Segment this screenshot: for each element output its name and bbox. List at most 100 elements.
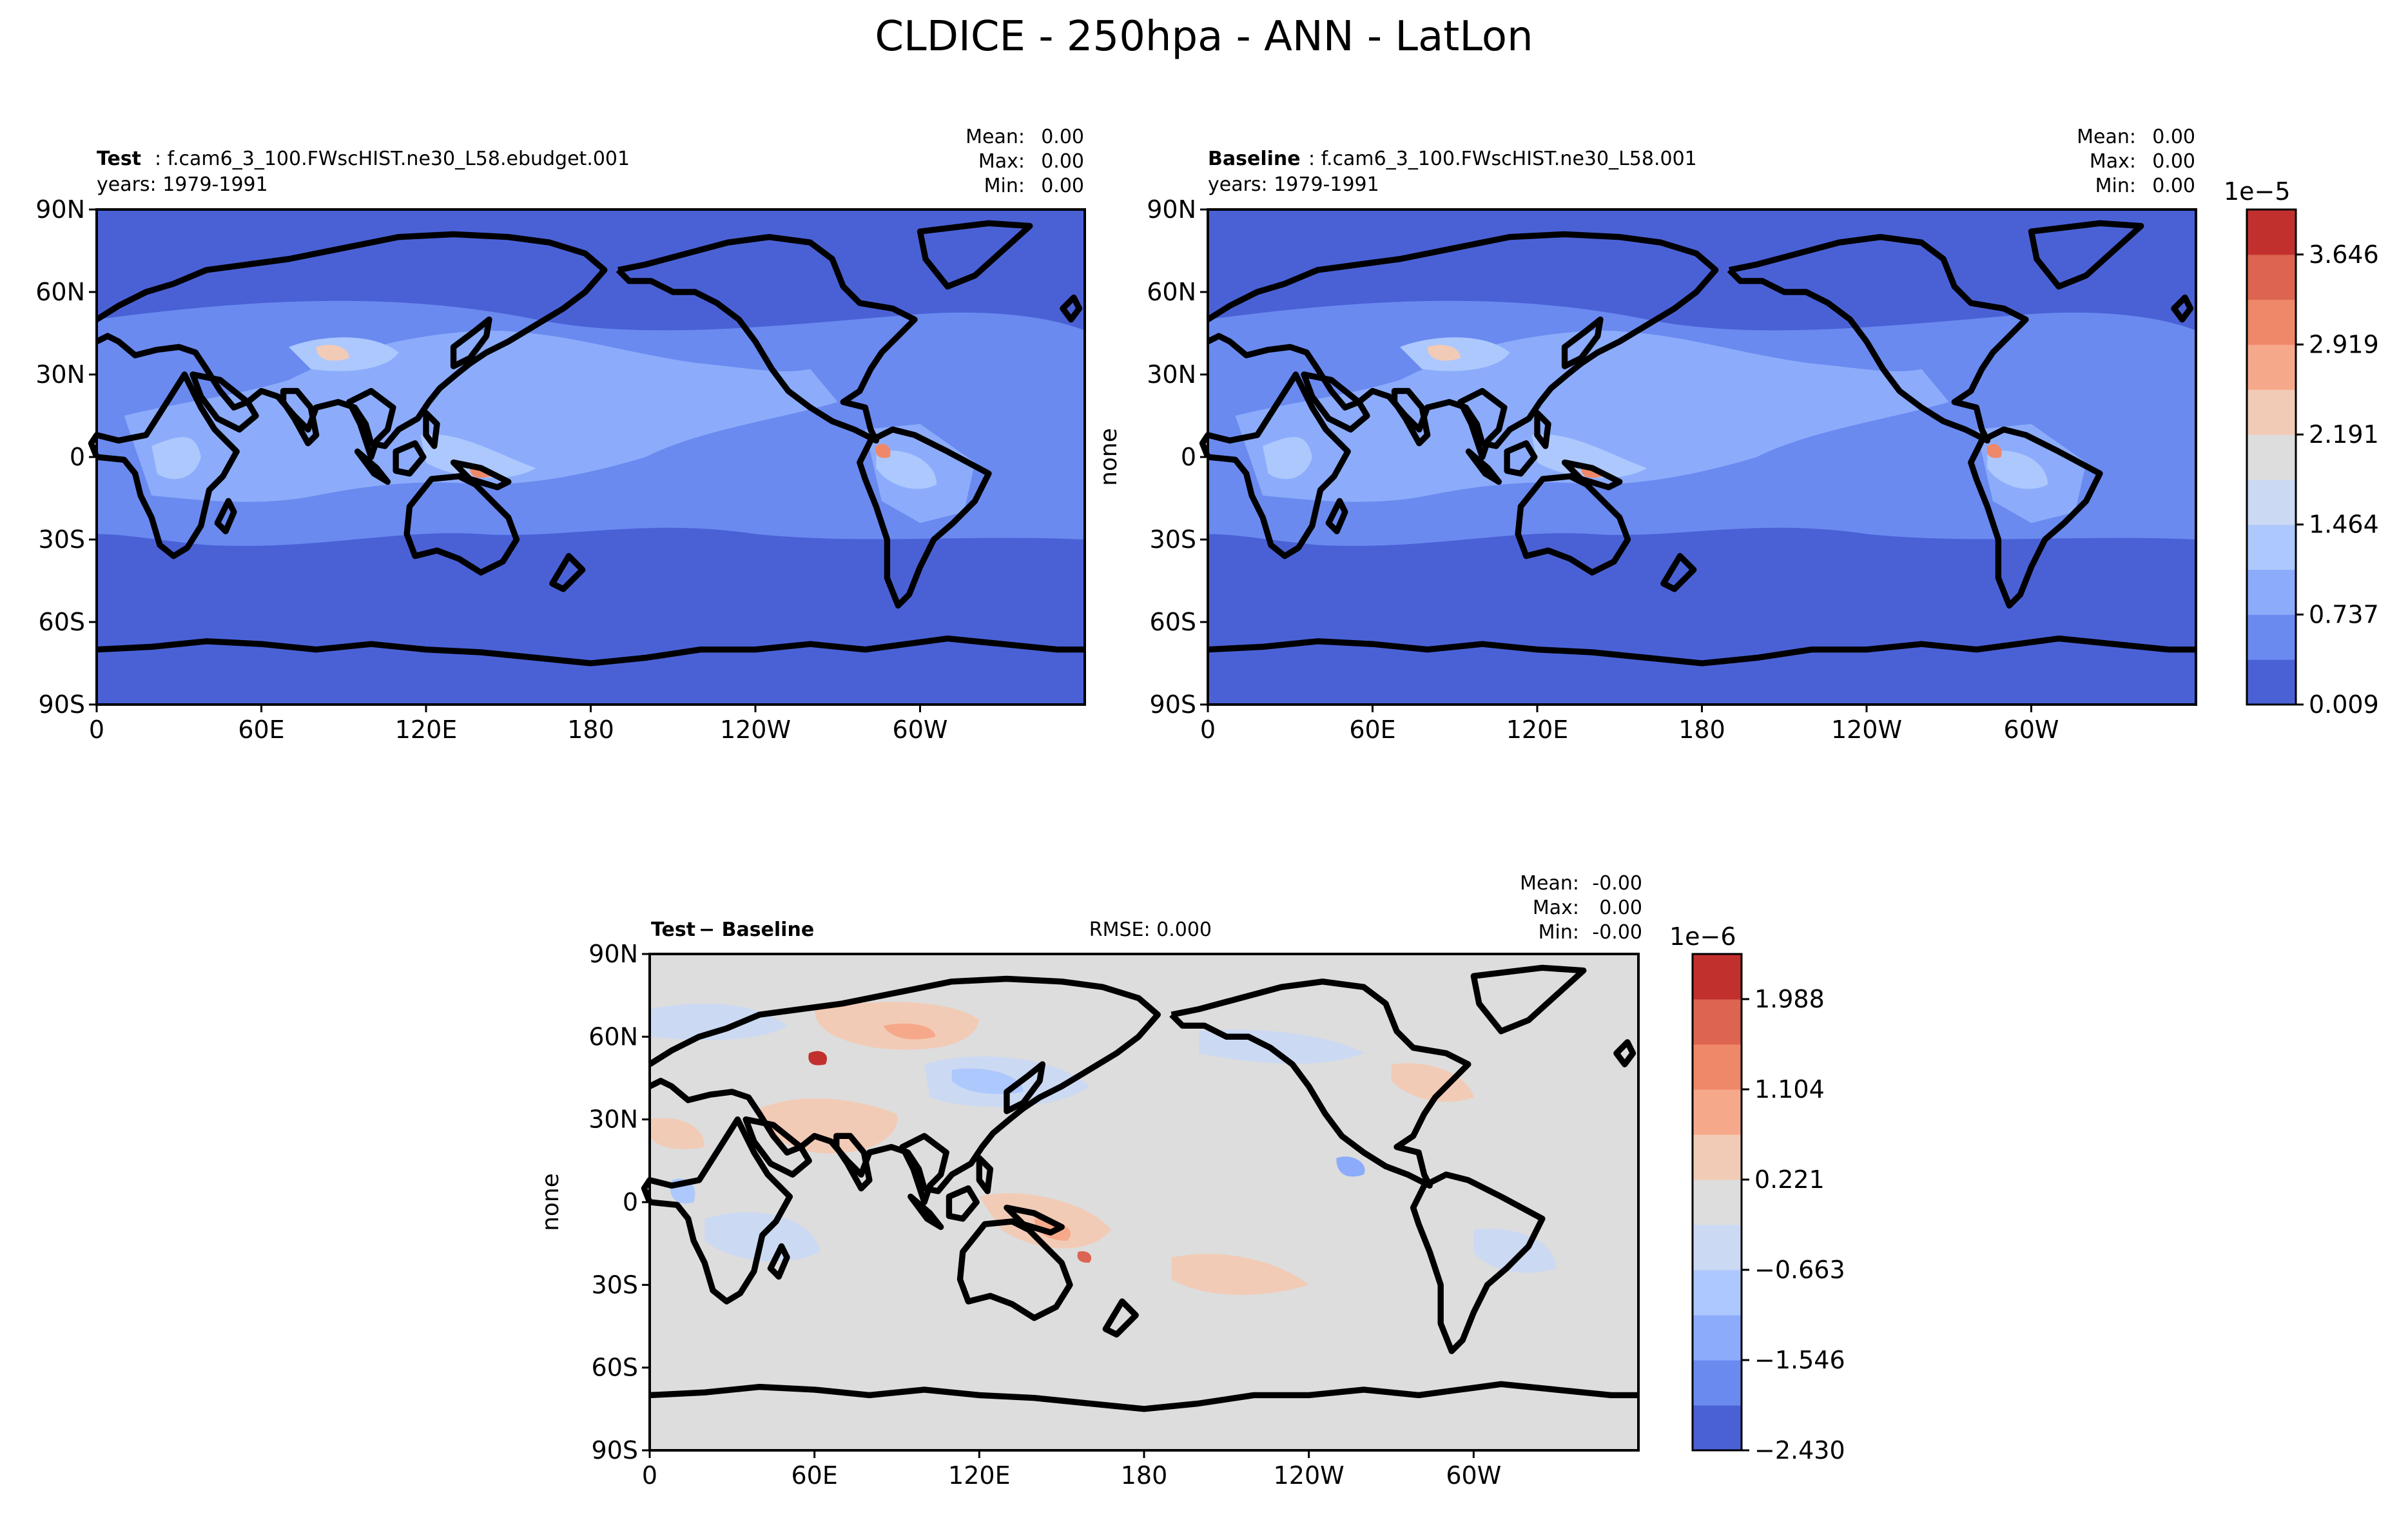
panel-test-stat-max-value: 0.00 bbox=[1041, 150, 1084, 173]
colorbar-baseline-tick-label-4: 2.919 bbox=[2309, 330, 2379, 358]
panel-baseline-stat-mean-value: 0.00 bbox=[2152, 126, 2195, 148]
panel-test-ytick-label-0: 90N bbox=[35, 195, 85, 224]
panel-test-stat-mean-label: Mean: bbox=[966, 126, 1025, 148]
colorbar-baseline-level-7 bbox=[2247, 344, 2296, 390]
panel-baseline-xtick-label-5: 60W bbox=[2004, 715, 2059, 744]
panel-test-xtick-label-4: 120W bbox=[720, 715, 791, 744]
colorbar-baseline-level-3 bbox=[2247, 524, 2296, 570]
panel-test-title: : f.cam6_3_100.FWscHIST.ne30_L58.ebudget… bbox=[155, 148, 630, 170]
colorbar-baseline-frame bbox=[2246, 208, 2297, 706]
colorbar-diff-level-5 bbox=[1693, 1180, 1742, 1225]
colorbar-baseline-tick-label-2: 1.464 bbox=[2309, 511, 2379, 539]
colorbar-diff-tick-label-2: −0.663 bbox=[1754, 1256, 1845, 1284]
panel-diff-ytick-label-2: 30N bbox=[588, 1105, 638, 1134]
panel-diff-ytick-label-3: 0 bbox=[623, 1188, 638, 1216]
colorbar-baseline-level-9 bbox=[2247, 254, 2296, 300]
panel-baseline-xtick-label-3: 180 bbox=[1678, 715, 1725, 744]
panel-test-ytick-label-4: 30S bbox=[39, 525, 85, 554]
colorbar-baseline-level-2 bbox=[2247, 569, 2296, 615]
colorbar-diff-level-7 bbox=[1693, 1089, 1742, 1135]
panel-baseline-ytick-label-2: 30N bbox=[1147, 360, 1196, 389]
panel-baseline-subtitle: years: 1979-1991 bbox=[1208, 173, 1379, 196]
panel-diff-stat-max-value: 0.00 bbox=[1599, 897, 1642, 919]
panel-test-stat-mean-value: 0.00 bbox=[1041, 126, 1084, 148]
panel-test-ytick-label-3: 0 bbox=[70, 443, 85, 471]
panel-test-ytick-label-6: 90S bbox=[39, 690, 85, 719]
panel-diff-title-bold: Test bbox=[651, 919, 695, 941]
panel-baseline-xtick-label-1: 60E bbox=[1349, 715, 1395, 744]
panel-baseline: Baseline : f.cam6_3_100.FWscHIST.ne30_L5… bbox=[1096, 126, 2196, 744]
colorbar-baseline-level-5 bbox=[2247, 434, 2296, 480]
panel-diff-rmse: RMSE: 0.000 bbox=[1089, 919, 1212, 941]
panel-test-xtick-label-2: 120E bbox=[395, 715, 458, 744]
panel-baseline-stat-max-value: 0.00 bbox=[2152, 150, 2195, 173]
panel-baseline-map bbox=[1202, 209, 2196, 705]
panel-diff-ytick-label-6: 90S bbox=[592, 1436, 638, 1464]
panel-baseline-stat-max-label: Max: bbox=[2090, 150, 2136, 173]
panel-diff-stat-min-value: -0.00 bbox=[1592, 921, 1642, 944]
panel-diff-xtick-label-4: 120W bbox=[1274, 1461, 1345, 1490]
colorbar-diff-level-10 bbox=[1693, 954, 1742, 1000]
panel-diff-stat-mean-label: Mean: bbox=[1520, 872, 1579, 895]
panel-test-ytick-label-1: 60N bbox=[35, 278, 85, 306]
panel-baseline-ytick-label-5: 60S bbox=[1150, 608, 1196, 636]
panel-baseline-xtick-label-2: 120E bbox=[1506, 715, 1569, 744]
colorbar-baseline-level-6 bbox=[2247, 389, 2296, 435]
colorbar-diff-frame bbox=[1691, 953, 1743, 1452]
colorbar-bottom: 1e−6 −2.430 −1.546 −0.663 0.221 1.104 1.988 bbox=[1669, 922, 1845, 1464]
panel-diff-stat-max-label: Max: bbox=[1533, 897, 1579, 919]
panel-diff-ylabel: none bbox=[538, 1173, 564, 1231]
panel-baseline-stat-mean-label: Mean: bbox=[2077, 126, 2136, 148]
panel-test-xtick-label-1: 60E bbox=[238, 715, 284, 744]
colorbar-baseline-level-0 bbox=[2247, 659, 2296, 705]
panel-diff-title: − Baseline bbox=[699, 919, 814, 941]
panel-diff-xtick-label-2: 120E bbox=[948, 1461, 1011, 1490]
panel-diff-ytick-label-1: 60N bbox=[588, 1022, 638, 1051]
panel-test-title-bold: Test bbox=[97, 148, 141, 170]
colorbar-diff-level-0 bbox=[1693, 1405, 1742, 1451]
panel-baseline-title: : f.cam6_3_100.FWscHIST.ne30_L58.001 bbox=[1308, 148, 1697, 170]
colorbar-diff-level-8 bbox=[1693, 1044, 1742, 1090]
panel-test-stat-min-label: Min: bbox=[984, 175, 1025, 197]
colorbar-diff-level-2 bbox=[1693, 1315, 1742, 1361]
panel-baseline-ytick-label-1: 60N bbox=[1147, 278, 1196, 306]
colorbar-baseline-tick-label-1: 0.737 bbox=[2309, 600, 2379, 628]
panel-baseline-ytick-label-4: 30S bbox=[1150, 525, 1196, 554]
panel-test-ytick-label-5: 60S bbox=[39, 608, 85, 636]
panel-baseline-xtick-label-4: 120W bbox=[1831, 715, 1902, 744]
panel-diff-ytick-label-5: 60S bbox=[592, 1354, 638, 1382]
panel-test-subtitle: years: 1979-1991 bbox=[97, 173, 268, 196]
colorbar-diff-tick-label-4: 1.104 bbox=[1754, 1075, 1825, 1104]
colorbar-diff-level-3 bbox=[1693, 1270, 1742, 1316]
panel-diff-xtick-label-1: 60E bbox=[791, 1461, 837, 1490]
panel-test: Test : f.cam6_3_100.FWscHIST.ne30_L58.eb… bbox=[35, 126, 1085, 744]
panel-baseline-stat-min-value: 0.00 bbox=[2152, 175, 2195, 197]
panel-baseline-xtick-label-0: 0 bbox=[1200, 715, 1216, 744]
panel-baseline-ytick-label-6: 90S bbox=[1150, 690, 1196, 719]
panel-test-stat-min-value: 0.00 bbox=[1041, 175, 1084, 197]
colorbar-baseline-level-1 bbox=[2247, 614, 2296, 660]
panel-baseline-stat-min-label: Min: bbox=[2095, 175, 2136, 197]
colorbar-diff-tick-label-0: −2.430 bbox=[1754, 1436, 1845, 1464]
colorbar-diff-level-6 bbox=[1693, 1134, 1742, 1180]
colorbar-baseline-level-8 bbox=[2247, 299, 2296, 345]
colorbar-bottom-exponent: 1e−6 bbox=[1669, 922, 1736, 951]
panel-diff-map bbox=[644, 954, 1638, 1451]
panel-diff-xtick-label-0: 0 bbox=[642, 1461, 657, 1490]
colorbar-baseline-level-4 bbox=[2247, 479, 2296, 525]
panel-baseline-ytick-label-3: 0 bbox=[1181, 443, 1196, 471]
figure-title: CLDICE - 250hpa - ANN - LatLon bbox=[875, 13, 1533, 61]
panel-test-xtick-label-3: 180 bbox=[567, 715, 614, 744]
panel-diff-ytick-label-4: 30S bbox=[592, 1270, 638, 1299]
colorbar-baseline-tick-label-3: 2.191 bbox=[2309, 420, 2379, 449]
panel-baseline-ytick-label-0: 90N bbox=[1147, 195, 1196, 224]
colorbar-baseline-tick-label-0: 0.009 bbox=[2309, 690, 2379, 719]
panel-diff-stat-mean-value: -0.00 bbox=[1592, 872, 1642, 895]
colorbar-diff-tick-label-5: 1.988 bbox=[1754, 985, 1825, 1013]
panel-test-stat-max-label: Max: bbox=[978, 150, 1025, 173]
panel-baseline-ylabel: none bbox=[1096, 428, 1122, 486]
colorbar-top: 1e−5 0.009 0.737 1.464 2.191 2.919 3.646 bbox=[2224, 177, 2379, 719]
panel-diff-xtick-label-3: 180 bbox=[1121, 1461, 1168, 1490]
panel-test-map bbox=[91, 209, 1085, 705]
